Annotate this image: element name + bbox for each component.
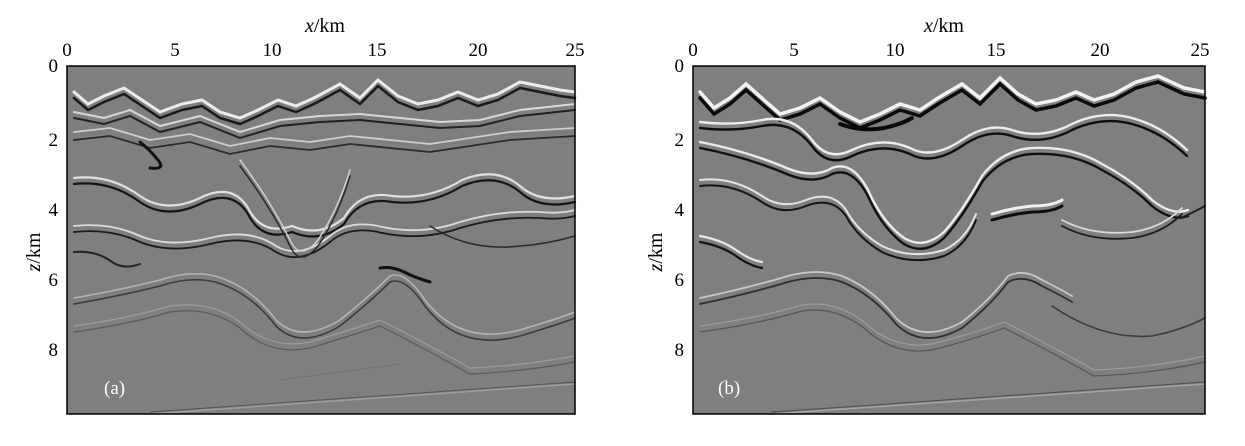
- panel-a: x/km 0 5 10 15 20 25 z/km 0 2 4 6 8: [0, 0, 610, 441]
- x-tick-label: 10: [263, 40, 282, 61]
- z-axis-label: z/km: [23, 232, 45, 272]
- x-axis-label: x/km: [923, 15, 964, 37]
- x-tick-label: 5: [170, 40, 180, 61]
- z-tick-labels: 0 2 4 6 8: [675, 56, 685, 361]
- z-tick-label: 4: [675, 200, 685, 221]
- x-tick-labels: 0 5 10 15 20 25: [62, 40, 584, 61]
- panel-label: (a): [104, 378, 125, 399]
- z-tick-label: 0: [675, 56, 685, 77]
- seismic-image-b: x/km 0 5 10 15 20 25 z/km 0 2 4 6 8: [645, 15, 1210, 415]
- plot-frame: [66, 65, 576, 415]
- z-tick-label: 2: [675, 130, 685, 151]
- reflectors: [72, 77, 577, 415]
- x-tick-label: 20: [469, 40, 488, 61]
- z-axis-label: z/km: [645, 232, 667, 272]
- plot-frame: [692, 65, 1206, 415]
- seismic-image-a: x/km 0 5 10 15 20 25 z/km 0 2 4 6 8: [23, 15, 585, 415]
- x-tick-labels: 0 5 10 15 20 25: [688, 40, 1209, 61]
- x-tick-label: 0: [62, 40, 72, 61]
- z-tick-label: 6: [49, 270, 59, 291]
- x-tick-label: 5: [789, 40, 799, 61]
- x-tick-label: 25: [566, 40, 585, 61]
- z-tick-label: 2: [49, 130, 59, 151]
- z-tick-labels: 0 2 4 6 8: [49, 56, 59, 361]
- panel-b: x/km 0 5 10 15 20 25 z/km 0 2 4 6 8: [632, 0, 1242, 441]
- x-tick-label: 20: [1091, 40, 1110, 61]
- x-tick-label: 15: [987, 40, 1006, 61]
- z-tick-label: 0: [49, 56, 59, 77]
- x-tick-label: 25: [1191, 40, 1210, 61]
- reflectors: [698, 74, 1207, 415]
- x-axis-label: x/km: [304, 15, 345, 37]
- x-tick-label: 10: [886, 40, 905, 61]
- panel-label: (b): [718, 378, 740, 399]
- z-tick-label: 8: [675, 340, 685, 361]
- z-tick-label: 8: [49, 340, 59, 361]
- x-tick-label: 15: [368, 40, 387, 61]
- z-tick-label: 4: [49, 200, 59, 221]
- x-tick-label: 0: [688, 40, 698, 61]
- z-tick-label: 6: [675, 270, 685, 291]
